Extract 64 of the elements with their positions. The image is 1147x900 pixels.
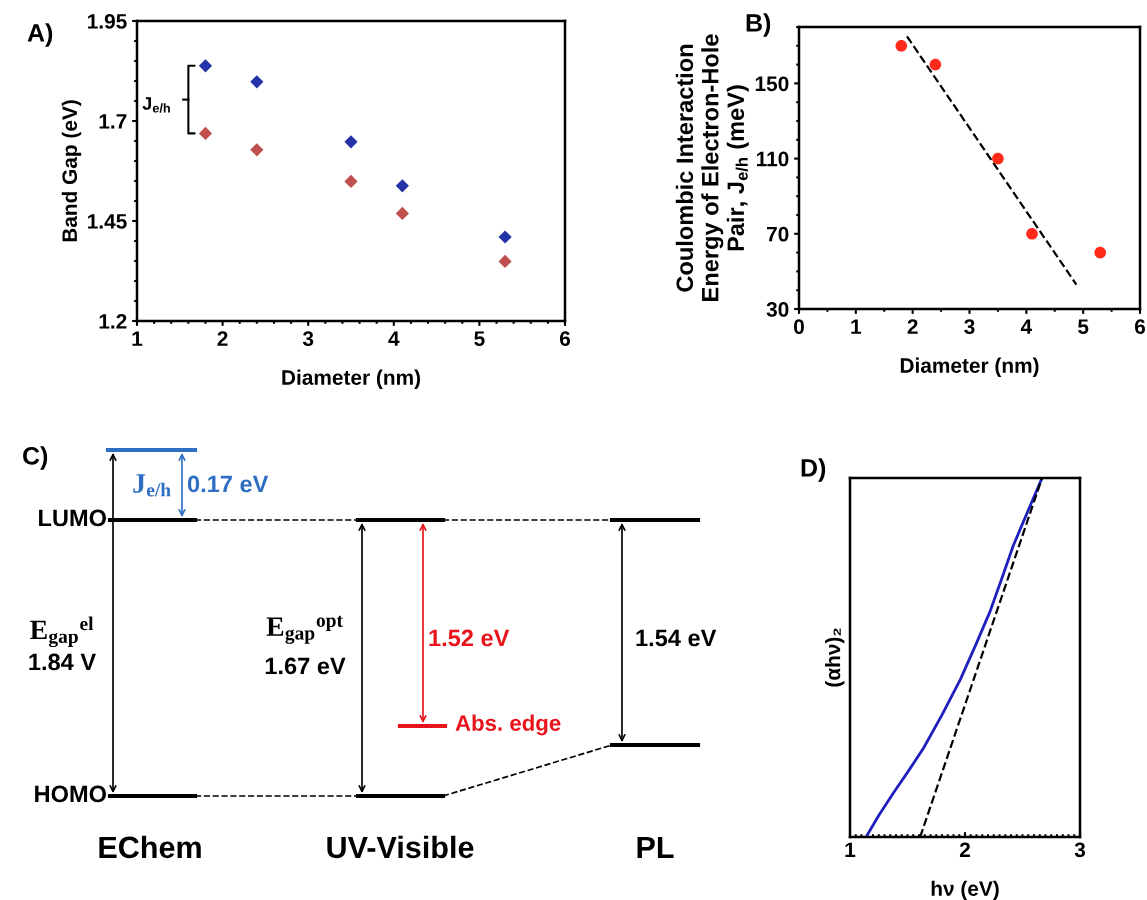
text: C) bbox=[23, 446, 48, 470]
point bbox=[1094, 246, 1107, 259]
chart-title: A) bbox=[27, 23, 53, 47]
x-axis-title: Diameter (nm) bbox=[282, 369, 420, 390]
y-axis-title: Coulombic Interaction Energy of Electron-Hole Pair, J$_{e/h}$ (meV) bbox=[675, 34, 749, 301]
text: 1.67 eV bbox=[265, 657, 346, 675]
point bbox=[395, 206, 409, 220]
text: PL bbox=[637, 836, 674, 858]
text: Abs. edge bbox=[455, 714, 561, 736]
y-axis-title: Band Gap (eV) bbox=[61, 100, 82, 242]
y-axis-title: (αhν)₂ bbox=[825, 628, 845, 687]
y-tick-label: 70 bbox=[767, 226, 789, 242]
point bbox=[1026, 227, 1038, 240]
x-tick-label: 3 bbox=[302, 331, 314, 347]
x-tick-label: 6 bbox=[559, 331, 571, 347]
x-tick-label: 5 bbox=[1078, 319, 1089, 335]
chart-title: B) bbox=[746, 13, 771, 37]
x-tick-label: 2 bbox=[907, 319, 918, 334]
point bbox=[498, 230, 512, 244]
x-tick-label: 1 bbox=[845, 842, 856, 857]
y-tick-label: 110 bbox=[756, 151, 789, 167]
point bbox=[198, 126, 213, 140]
point bbox=[344, 135, 358, 149]
x-axis-title: Diameter (nm) bbox=[900, 357, 1039, 378]
point bbox=[395, 179, 409, 193]
x-tick-label: 5 bbox=[474, 331, 485, 347]
x-tick-label: 1 bbox=[851, 319, 862, 334]
text: E$_{gap}$$^{opt}$ bbox=[266, 615, 343, 644]
point bbox=[198, 59, 213, 73]
x-axis-title: hν (eV) bbox=[931, 880, 999, 900]
point bbox=[250, 75, 264, 89]
point bbox=[250, 143, 264, 157]
text: E$_{gap}$$^{el}$ bbox=[30, 616, 94, 648]
x-tick-label: 2 bbox=[959, 842, 970, 857]
text: UV-Visible bbox=[327, 835, 474, 859]
y-tick-label: 1.45 bbox=[88, 214, 127, 229]
text: 1.54 eV bbox=[636, 629, 717, 647]
text: 0.17 eV bbox=[187, 475, 269, 493]
x-tick-label: 3 bbox=[1074, 842, 1086, 858]
x-tick-label: 4 bbox=[1020, 319, 1033, 334]
text: LUMO bbox=[39, 509, 107, 527]
text: J$_{e/h}$ bbox=[133, 474, 171, 497]
point bbox=[344, 174, 358, 188]
y-tick-label: 30 bbox=[766, 302, 789, 317]
y-tick-label: 1.7 bbox=[99, 114, 127, 129]
point bbox=[895, 39, 908, 52]
text: 1.84 V bbox=[29, 653, 96, 671]
y-tick-label: 1.2 bbox=[99, 314, 127, 329]
text: 1.52 eV bbox=[429, 629, 510, 647]
chart-title: D) bbox=[801, 458, 826, 482]
x-tick-label: 0 bbox=[794, 319, 804, 335]
x-tick-label: 4 bbox=[388, 331, 400, 346]
y-tick-label: 150 bbox=[755, 76, 789, 92]
point bbox=[498, 254, 512, 268]
annotation: J$_{e/h}$ bbox=[142, 97, 170, 113]
point bbox=[929, 58, 942, 71]
text: HOMO bbox=[35, 785, 107, 803]
y-tick-label: 1.95 bbox=[88, 14, 127, 29]
point bbox=[992, 152, 1004, 165]
x-tick-label: 6 bbox=[1134, 319, 1146, 335]
x-tick-label: 1 bbox=[132, 331, 143, 346]
x-tick-label: 3 bbox=[964, 319, 975, 335]
x-tick-label: 2 bbox=[217, 331, 228, 346]
text: EChem bbox=[99, 835, 201, 859]
